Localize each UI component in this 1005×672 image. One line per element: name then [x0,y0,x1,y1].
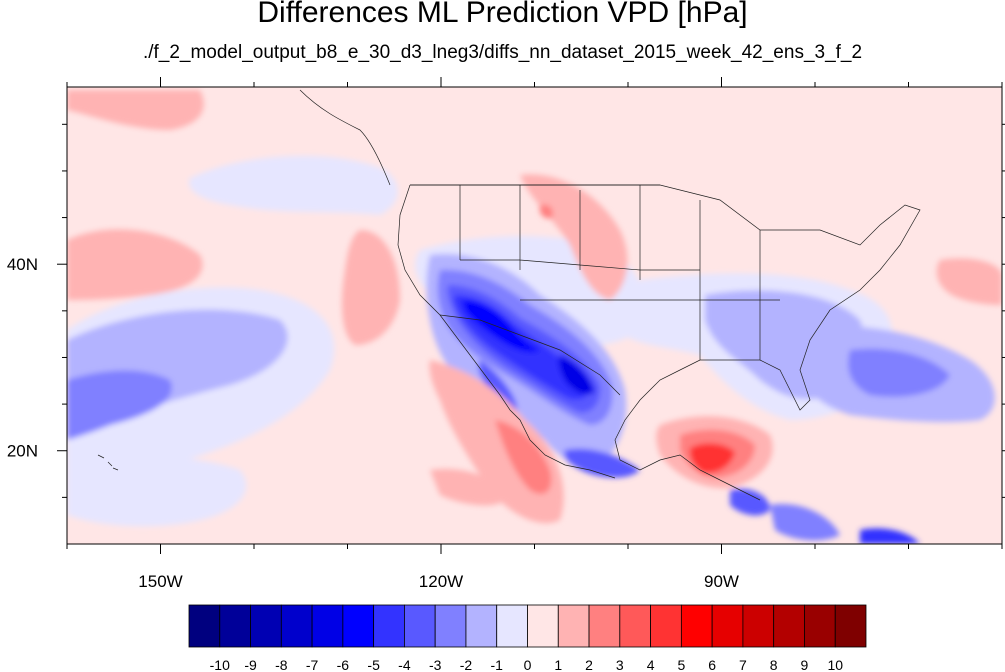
colorbar-label: 3 [616,657,624,672]
colorbar-label: -10 [210,657,230,672]
colorbar-swatch [588,604,621,648]
lon-tick-label: 90W [704,572,739,591]
colorbar-label: 0 [524,657,532,672]
coastline-north-america [410,184,921,501]
colorbar-swatch [465,604,498,648]
colorbar-label: 6 [708,657,716,672]
lat-tick-label: 20N [7,442,38,461]
region-neg-south-edge [860,528,920,544]
region-pos-pacific-south [430,469,505,506]
colorbar-swatch [342,604,375,648]
region-pos-california-coast [342,230,400,345]
colorbar-label: 1 [554,657,562,672]
colorbar-swatch [742,604,775,648]
axis-ticks [57,77,1005,554]
colorbar-swatch [834,604,867,648]
colorbar-label: 7 [739,657,747,672]
colorbar-label: 9 [801,657,809,672]
colorbar-swatch [619,604,651,648]
colorbar-label: -8 [275,657,288,672]
region-neg-pacific-core [67,370,172,440]
state-borders [459,185,780,360]
lon-tick-label: 150W [138,572,182,591]
colorbar-swatch [219,604,251,648]
colorbar-label: -2 [460,657,473,672]
colorbar-label: 10 [827,657,843,672]
lon-tick-label: 120W [419,572,463,591]
colorbar-swatch [404,604,436,648]
colorbar-swatch [773,604,805,648]
coastline-alaska [299,89,391,186]
region-neg-texas-core [558,355,595,395]
region-pos-plains-core [539,204,553,219]
colorbar-swatch [373,604,405,648]
coastline-pacific [397,184,616,479]
region-neg-mexico-south [564,448,640,478]
border-us-mexico [439,314,621,396]
region-pos-gulf-core [689,443,735,474]
region-neg-southwest-core [462,300,540,352]
colorbar-swatch [434,604,467,648]
colorbar-labels: -10 -9 -8 -7 -6 -5 -4 -3 -2 -1 0 1 2 3 4 5 6 7 8 9 10 [210,657,844,672]
colorbar-swatch [680,604,713,648]
colorbar-swatch [250,604,282,648]
region-pos-pacific-west [67,229,203,300]
colorbar-swatch [280,604,313,648]
hawaii-islands [97,454,119,471]
coastlines [97,89,921,501]
axis-tick-labels: 150W 120W 90W 40N 20N [7,255,739,591]
colorbar-label: -7 [306,657,319,672]
region-neg-central-america [730,488,770,516]
colorbar-label: -5 [367,657,380,672]
map-subtitle: ./f_2_model_output_b8_e_30_d3_lneg3/diff… [142,42,863,63]
lat-tick-label: 40N [7,255,38,274]
colorbar-label: 2 [585,657,593,672]
colorbar-label: -6 [337,657,350,672]
colorbar-swatch [188,604,221,648]
region-pos-mexico-pacific-core [495,420,552,494]
colorbar-swatch [557,604,590,648]
colorbar-label: -3 [429,657,442,672]
colorbar-label: -1 [491,657,504,672]
colorbar-label: -4 [398,657,411,672]
colorbar-label: 5 [677,657,685,672]
colorbar-swatch [804,604,836,648]
colorbar-swatch [527,604,559,648]
region-pos-atlantic-east [936,258,1002,305]
colorbar-swatch [311,604,344,648]
colorbar [188,604,867,648]
difference-field [67,87,1002,544]
map-title: Differences ML Prediction VPD [hPa] [257,0,748,29]
region-neg-pacific-south [67,456,247,527]
colorbar-swatch [650,604,682,648]
region-pos-northwest [67,90,204,130]
colorbar-swatch [711,604,744,648]
colorbar-swatch [496,604,528,648]
colorbar-label: 4 [647,657,655,672]
colorbar-label: -9 [244,657,257,672]
colorbar-label: 8 [770,657,778,672]
region-neg-pacific-north [189,155,398,215]
region-neg-atlantic-core [848,348,950,397]
region-neg-caribbean-south [770,504,840,541]
